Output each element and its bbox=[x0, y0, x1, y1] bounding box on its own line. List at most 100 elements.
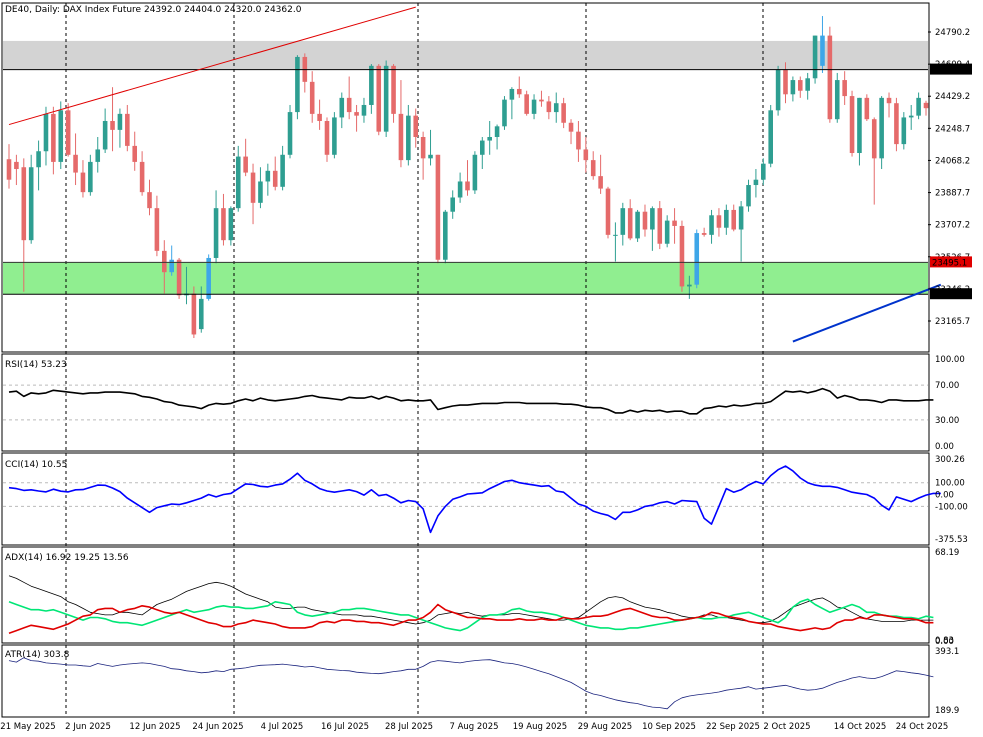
candle-body bbox=[391, 65, 396, 114]
price-tick-label: 24790.2 bbox=[935, 28, 970, 38]
candle-body bbox=[272, 170, 278, 187]
candle-body bbox=[864, 97, 870, 120]
panel-frame-2 bbox=[1, 452, 930, 546]
candle bbox=[805, 72, 810, 100]
candle-body bbox=[871, 119, 877, 159]
candle-body bbox=[546, 101, 552, 113]
candle bbox=[509, 87, 515, 120]
candle bbox=[768, 104, 773, 168]
candle bbox=[886, 92, 892, 118]
candle bbox=[243, 138, 248, 177]
candle bbox=[916, 92, 921, 120]
candle-body bbox=[761, 163, 766, 180]
candle bbox=[524, 90, 529, 116]
adx-main-line bbox=[8, 575, 934, 625]
candle-body bbox=[413, 115, 419, 137]
candle-body bbox=[894, 103, 899, 145]
price-tag-box bbox=[930, 256, 972, 268]
candle-body bbox=[627, 208, 633, 239]
candle-body bbox=[361, 104, 367, 116]
indicator-tick-label: 100.00 bbox=[935, 479, 965, 489]
candle-body bbox=[635, 211, 640, 239]
candle-body bbox=[206, 257, 211, 299]
indicator-lines bbox=[8, 387, 941, 710]
indicator-tick-label: 0.00 bbox=[935, 442, 954, 452]
indicator-tick-label: 0.00 bbox=[935, 637, 954, 647]
candle-body bbox=[243, 156, 248, 173]
candle-body bbox=[613, 234, 618, 236]
candle-body bbox=[443, 211, 448, 260]
candle bbox=[147, 179, 152, 216]
candle bbox=[450, 190, 456, 219]
candle bbox=[102, 108, 108, 154]
indicator-tick-label: 30.00 bbox=[935, 416, 959, 426]
candle bbox=[132, 131, 138, 171]
date-tick-label: 19 Aug 2025 bbox=[513, 722, 567, 732]
candle bbox=[191, 286, 197, 339]
candle-body bbox=[80, 172, 86, 193]
candle bbox=[834, 72, 840, 123]
candle bbox=[14, 154, 19, 186]
candle bbox=[627, 199, 633, 241]
candle-body bbox=[191, 293, 197, 335]
candle-body bbox=[849, 96, 855, 154]
candle bbox=[901, 112, 907, 150]
date-tick-label: 10 Sep 2025 bbox=[642, 722, 696, 732]
candle-body bbox=[724, 209, 729, 228]
resistance-zone bbox=[3, 40, 928, 70]
date-tick-label: 16 Jul 2025 bbox=[321, 722, 369, 732]
candle bbox=[635, 209, 640, 242]
candle bbox=[849, 90, 855, 157]
price-tick-label: 24068.2 bbox=[935, 156, 970, 166]
candle bbox=[797, 76, 803, 98]
candle-body bbox=[383, 65, 389, 132]
candle-body bbox=[923, 102, 929, 109]
candle-body bbox=[509, 88, 515, 100]
candle-body bbox=[709, 215, 714, 235]
candle-body bbox=[73, 154, 78, 173]
candle-body bbox=[494, 126, 500, 137]
candle bbox=[383, 60, 389, 137]
candle bbox=[516, 76, 522, 98]
candle-body bbox=[354, 112, 359, 116]
candle-body bbox=[479, 140, 485, 155]
candle bbox=[309, 71, 315, 123]
price-tick-label: 23887.7 bbox=[935, 189, 970, 199]
candle bbox=[553, 92, 559, 123]
candle bbox=[272, 156, 278, 191]
candle bbox=[413, 108, 419, 148]
candle bbox=[576, 120, 581, 162]
date-tick-label: 14 Oct 2025 bbox=[834, 722, 887, 732]
candle-body bbox=[539, 99, 544, 102]
indicator-tick-label: 189.9 bbox=[935, 706, 959, 716]
candle-body bbox=[738, 206, 744, 230]
candle-body bbox=[576, 131, 581, 150]
candle bbox=[73, 133, 78, 186]
candle-body bbox=[317, 113, 322, 121]
candle bbox=[568, 119, 574, 145]
candle-body bbox=[457, 181, 463, 198]
candle-body bbox=[346, 97, 352, 113]
candle bbox=[531, 94, 537, 120]
candle-body bbox=[694, 233, 700, 285]
candle bbox=[716, 208, 722, 237]
candle-body bbox=[287, 112, 293, 155]
candle bbox=[583, 136, 589, 173]
candle bbox=[479, 136, 485, 170]
candle-body bbox=[28, 167, 34, 241]
date-tick-label: 24 Jun 2025 bbox=[192, 722, 243, 732]
atr-line bbox=[8, 657, 934, 710]
candle-body bbox=[398, 113, 404, 161]
candle bbox=[620, 202, 626, 246]
candle bbox=[258, 167, 263, 209]
candle-body bbox=[827, 35, 833, 120]
candle bbox=[864, 94, 870, 121]
panel-frame-4 bbox=[1, 644, 930, 718]
adx-di-plus-line bbox=[8, 598, 934, 632]
candle bbox=[701, 227, 707, 237]
candle-body bbox=[406, 115, 411, 161]
candle-body bbox=[524, 94, 529, 114]
candle-body bbox=[886, 97, 892, 104]
candle-body bbox=[369, 65, 374, 105]
